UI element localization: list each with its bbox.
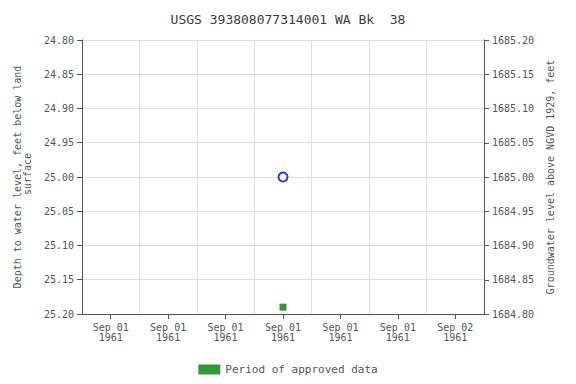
svg-text:1685.10: 1685.10 <box>492 103 534 114</box>
svg-text:1961: 1961 <box>271 332 295 343</box>
svg-text:1685.05: 1685.05 <box>492 137 534 148</box>
svg-text:24.80: 24.80 <box>44 35 74 46</box>
svg-text:1684.95: 1684.95 <box>492 206 534 217</box>
svg-text:25.00: 25.00 <box>44 172 74 183</box>
svg-text:1961: 1961 <box>99 332 123 343</box>
svg-text:Sep 01: Sep 01 <box>264 321 302 333</box>
svg-text:1684.85: 1684.85 <box>492 274 534 285</box>
svg-text:Sep 01: Sep 01 <box>207 321 244 333</box>
svg-text:1961: 1961 <box>386 332 410 343</box>
svg-text:Sep 01: Sep 01 <box>379 321 416 333</box>
svg-text:25.05: 25.05 <box>44 206 74 217</box>
svg-text:Sep 01: Sep 01 <box>150 321 187 333</box>
svg-text:1961: 1961 <box>214 332 238 343</box>
svg-text:1684.90: 1684.90 <box>492 240 534 251</box>
svg-text:1961: 1961 <box>443 332 467 343</box>
svg-text:1685.00: 1685.00 <box>492 172 534 183</box>
svg-text:1685.15: 1685.15 <box>492 69 534 80</box>
svg-text:1961: 1961 <box>328 332 352 343</box>
svg-text:Period of approved data: Period of approved data <box>225 363 377 376</box>
svg-text:1684.80: 1684.80 <box>492 309 534 320</box>
svg-text:25.15: 25.15 <box>44 274 74 285</box>
svg-text:1961: 1961 <box>156 332 180 343</box>
svg-text:Sep 02: Sep 02 <box>437 321 474 333</box>
svg-text:Sep 01: Sep 01 <box>322 321 359 333</box>
svg-text:surface: surface <box>22 153 33 201</box>
svg-text:25.20: 25.20 <box>44 309 74 320</box>
svg-text:24.85: 24.85 <box>44 69 74 80</box>
svg-text:25.10: 25.10 <box>44 240 74 251</box>
svg-text:24.90: 24.90 <box>44 103 74 114</box>
svg-text:24.95: 24.95 <box>44 137 74 148</box>
svg-text:Sep 01: Sep 01 <box>92 321 129 333</box>
svg-text:1685.20: 1685.20 <box>492 35 534 46</box>
svg-text:USGS 393808077314001 WA Bk 38: USGS 393808077314001 WA Bk 38 <box>171 12 406 27</box>
svg-text:Depth to water level, feet bel: Depth to water level, feet below land <box>12 65 24 289</box>
svg-text:Groundwater level above NGVD 1: Groundwater level above NGVD 1929, feet <box>545 60 556 295</box>
